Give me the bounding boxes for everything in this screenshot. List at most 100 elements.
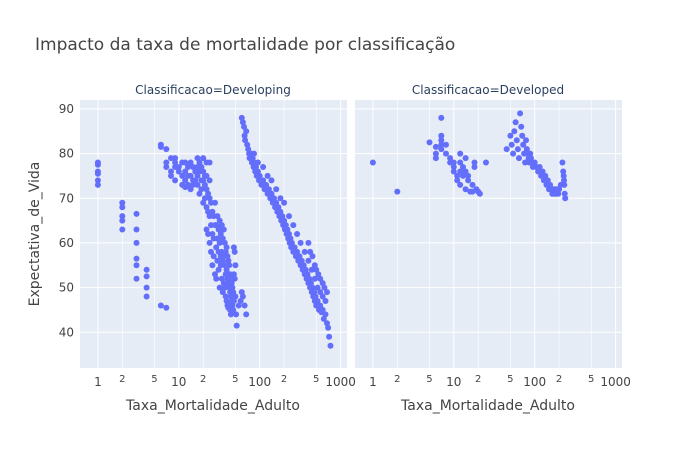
data-point [518, 123, 525, 130]
data-point [394, 188, 401, 195]
data-point [512, 119, 519, 126]
data-point [443, 150, 449, 157]
data-point [206, 239, 213, 246]
data-point [322, 311, 329, 318]
data-point [268, 177, 275, 184]
data-point [192, 177, 199, 184]
data-point [212, 271, 218, 278]
data-point [203, 172, 210, 179]
data-point [221, 284, 228, 291]
data-point [460, 172, 466, 179]
data-point [523, 146, 530, 153]
data-point [216, 239, 223, 246]
data-point [513, 137, 520, 144]
data-point [213, 222, 220, 229]
data-point [157, 143, 164, 150]
data-point [232, 293, 239, 300]
data-point [119, 199, 126, 206]
data-point [460, 164, 466, 170]
data-point [143, 273, 150, 280]
data-point [235, 302, 242, 309]
data-point [198, 186, 205, 193]
data-point [438, 141, 445, 148]
data-point [223, 298, 230, 304]
data-point [227, 293, 234, 300]
data-point [182, 177, 189, 184]
x-minor-tick-label: 5 [588, 374, 594, 385]
data-point [200, 177, 207, 184]
data-point [168, 172, 174, 179]
data-point [214, 213, 221, 220]
data-point [308, 266, 315, 273]
data-point [179, 172, 186, 179]
data-point [454, 172, 461, 179]
data-point [133, 275, 140, 282]
data-point [320, 315, 327, 322]
data-point [511, 128, 518, 135]
data-point [450, 168, 457, 175]
data-point [214, 235, 221, 242]
data-point [209, 262, 216, 269]
data-point [119, 213, 126, 220]
data-point [508, 141, 515, 148]
data-point [286, 213, 292, 220]
data-point [222, 271, 229, 278]
data-point [94, 161, 101, 168]
data-point [507, 132, 514, 139]
data-point [168, 168, 174, 175]
data-point [201, 195, 208, 202]
data-point [185, 164, 191, 170]
data-point [196, 190, 203, 197]
data-point [94, 170, 101, 177]
data-point [222, 293, 229, 300]
data-point [254, 159, 261, 166]
data-point [520, 141, 527, 148]
data-point [242, 137, 249, 144]
data-point [317, 275, 324, 282]
data-point [319, 293, 326, 300]
data-point [243, 128, 250, 135]
x-axis-title-developed: Taxa_Mortalidade_Adulto [400, 398, 575, 414]
data-point [213, 244, 220, 251]
data-point [133, 226, 140, 233]
data-point [527, 150, 534, 157]
data-point [182, 159, 189, 166]
data-point [216, 217, 223, 224]
data-point [432, 150, 439, 157]
data-point [426, 139, 433, 146]
data-point [133, 210, 140, 217]
x-tick-label: 100 [248, 375, 271, 389]
data-point [241, 302, 248, 309]
data-point [219, 257, 226, 264]
data-point [447, 155, 454, 162]
data-point [561, 190, 568, 197]
data-point [281, 217, 288, 224]
data-point [309, 253, 316, 260]
data-point [187, 172, 194, 179]
x-tick-labels-developed: 1 10 100 1000 2 5 2 5 2 5 [369, 374, 631, 389]
x-tick-label: 1 [369, 375, 377, 389]
x-minor-tick-label: 5 [507, 374, 513, 385]
data-point [325, 324, 332, 331]
data-point [560, 168, 567, 175]
scatter-points-developing [94, 114, 334, 349]
data-point [465, 177, 472, 184]
data-point [157, 302, 164, 309]
y-tick-label: 40 [59, 325, 74, 339]
data-point [317, 289, 324, 296]
data-point [258, 181, 265, 188]
data-point [172, 159, 179, 166]
data-point [324, 289, 330, 296]
data-point [314, 284, 321, 291]
data-point [245, 146, 252, 153]
facet-label-developed: Classificacao=Developed [412, 83, 564, 97]
data-point [284, 226, 291, 233]
y-tick-label: 60 [59, 236, 74, 250]
data-point [559, 159, 566, 166]
data-point [251, 150, 257, 157]
data-point [296, 253, 303, 260]
data-point [163, 159, 170, 166]
data-point [298, 257, 305, 264]
data-point [281, 199, 288, 206]
x-minor-tick-label: 5 [151, 374, 157, 385]
